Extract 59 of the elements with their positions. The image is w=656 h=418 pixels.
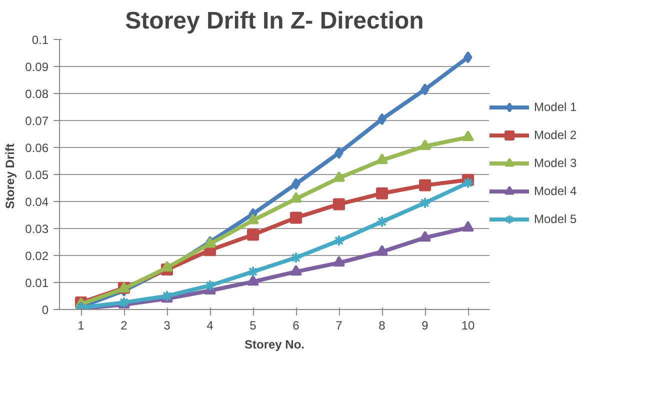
point <box>333 171 345 182</box>
x-tick-label: 8 <box>378 318 386 332</box>
y-tick-label: 0.09 <box>25 60 49 74</box>
legend-label: Model 3 <box>534 156 577 170</box>
point <box>334 146 344 159</box>
point <box>247 266 259 278</box>
legend-label: Model 1 <box>534 100 577 114</box>
point <box>204 279 216 292</box>
x-tick-label: 6 <box>292 318 300 332</box>
point <box>376 187 388 200</box>
y-tick-label: 0.03 <box>25 222 49 236</box>
x-tick-label: 9 <box>422 318 429 332</box>
y-tick-label: 0.01 <box>25 276 49 290</box>
point <box>333 234 345 247</box>
point <box>247 274 259 286</box>
point <box>376 153 388 164</box>
legend-label: Model 4 <box>534 184 577 198</box>
point <box>247 228 259 241</box>
point <box>378 113 386 126</box>
point <box>290 264 302 276</box>
x-tick-label: 3 <box>164 318 171 332</box>
point <box>419 230 431 242</box>
point <box>292 178 300 190</box>
chart-title: Storey Drift In Z- Direction <box>125 8 424 34</box>
x-tick-label: 7 <box>336 318 343 332</box>
point <box>462 176 474 189</box>
y-axis-title: Storey Drift <box>3 143 18 209</box>
point <box>462 220 474 232</box>
point <box>420 83 430 96</box>
x-tick-label: 5 <box>250 318 257 332</box>
point <box>161 260 173 272</box>
point <box>290 192 302 203</box>
y-tick-label: 0.06 <box>25 141 49 155</box>
point <box>247 214 259 224</box>
x-tick-label: 1 <box>78 318 85 332</box>
point <box>290 252 302 264</box>
y-tick-label: 0.07 <box>25 114 49 128</box>
x-axis-title: Storey No. <box>244 338 305 352</box>
x-tick-label: 10 <box>461 318 475 332</box>
y-tick-label: 0.02 <box>25 249 49 263</box>
y-tick-label: 0.05 <box>25 168 49 182</box>
legend-label: Model 5 <box>534 212 577 226</box>
point <box>462 130 474 142</box>
point <box>464 51 472 64</box>
point <box>290 212 302 224</box>
point <box>376 216 388 228</box>
point <box>419 139 431 150</box>
y-tick-label: 0.04 <box>25 195 49 209</box>
point <box>419 196 431 209</box>
point <box>333 198 345 210</box>
y-tick-label: 0.08 <box>25 87 49 101</box>
x-tick-label: 4 <box>206 318 214 332</box>
y-tick-label: 0 <box>42 303 49 317</box>
x-tick-label: 2 <box>120 318 128 332</box>
legend-label: Model 2 <box>534 128 577 142</box>
point <box>376 244 388 256</box>
point <box>333 256 345 267</box>
point <box>419 179 431 192</box>
y-tick-label: 0.1 <box>32 33 49 47</box>
